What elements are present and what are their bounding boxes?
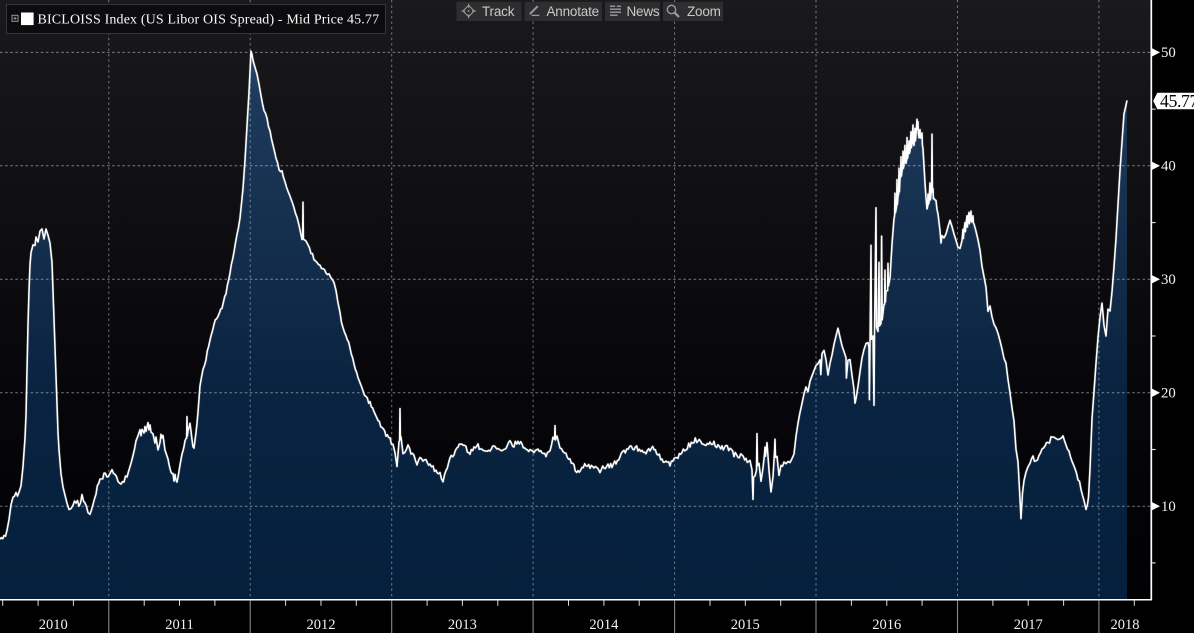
svg-text:2013: 2013 [448, 617, 477, 633]
svg-text:30: 30 [1161, 272, 1176, 288]
svg-text:2015: 2015 [731, 617, 760, 633]
svg-text:2016: 2016 [872, 617, 901, 633]
svg-text:10: 10 [1161, 499, 1176, 515]
svg-text:News: News [627, 4, 660, 19]
svg-text:2010: 2010 [39, 617, 68, 633]
svg-text:20: 20 [1161, 385, 1176, 401]
svg-text:2011: 2011 [165, 617, 193, 633]
svg-text:Zoom: Zoom [687, 4, 721, 19]
svg-text:2012: 2012 [307, 617, 336, 633]
svg-text:40: 40 [1161, 159, 1176, 175]
svg-text:50: 50 [1161, 45, 1176, 61]
svg-text:Annotate: Annotate [547, 4, 599, 19]
svg-text:45.77: 45.77 [1160, 91, 1194, 111]
svg-text:Track: Track [482, 4, 515, 19]
svg-text:2017: 2017 [1014, 617, 1043, 633]
svg-text:BICLOISS Index (US Libor OIS S: BICLOISS Index (US Libor OIS Spread) - M… [38, 13, 380, 28]
svg-text:2018: 2018 [1111, 617, 1140, 633]
svg-text:2014: 2014 [589, 617, 619, 633]
